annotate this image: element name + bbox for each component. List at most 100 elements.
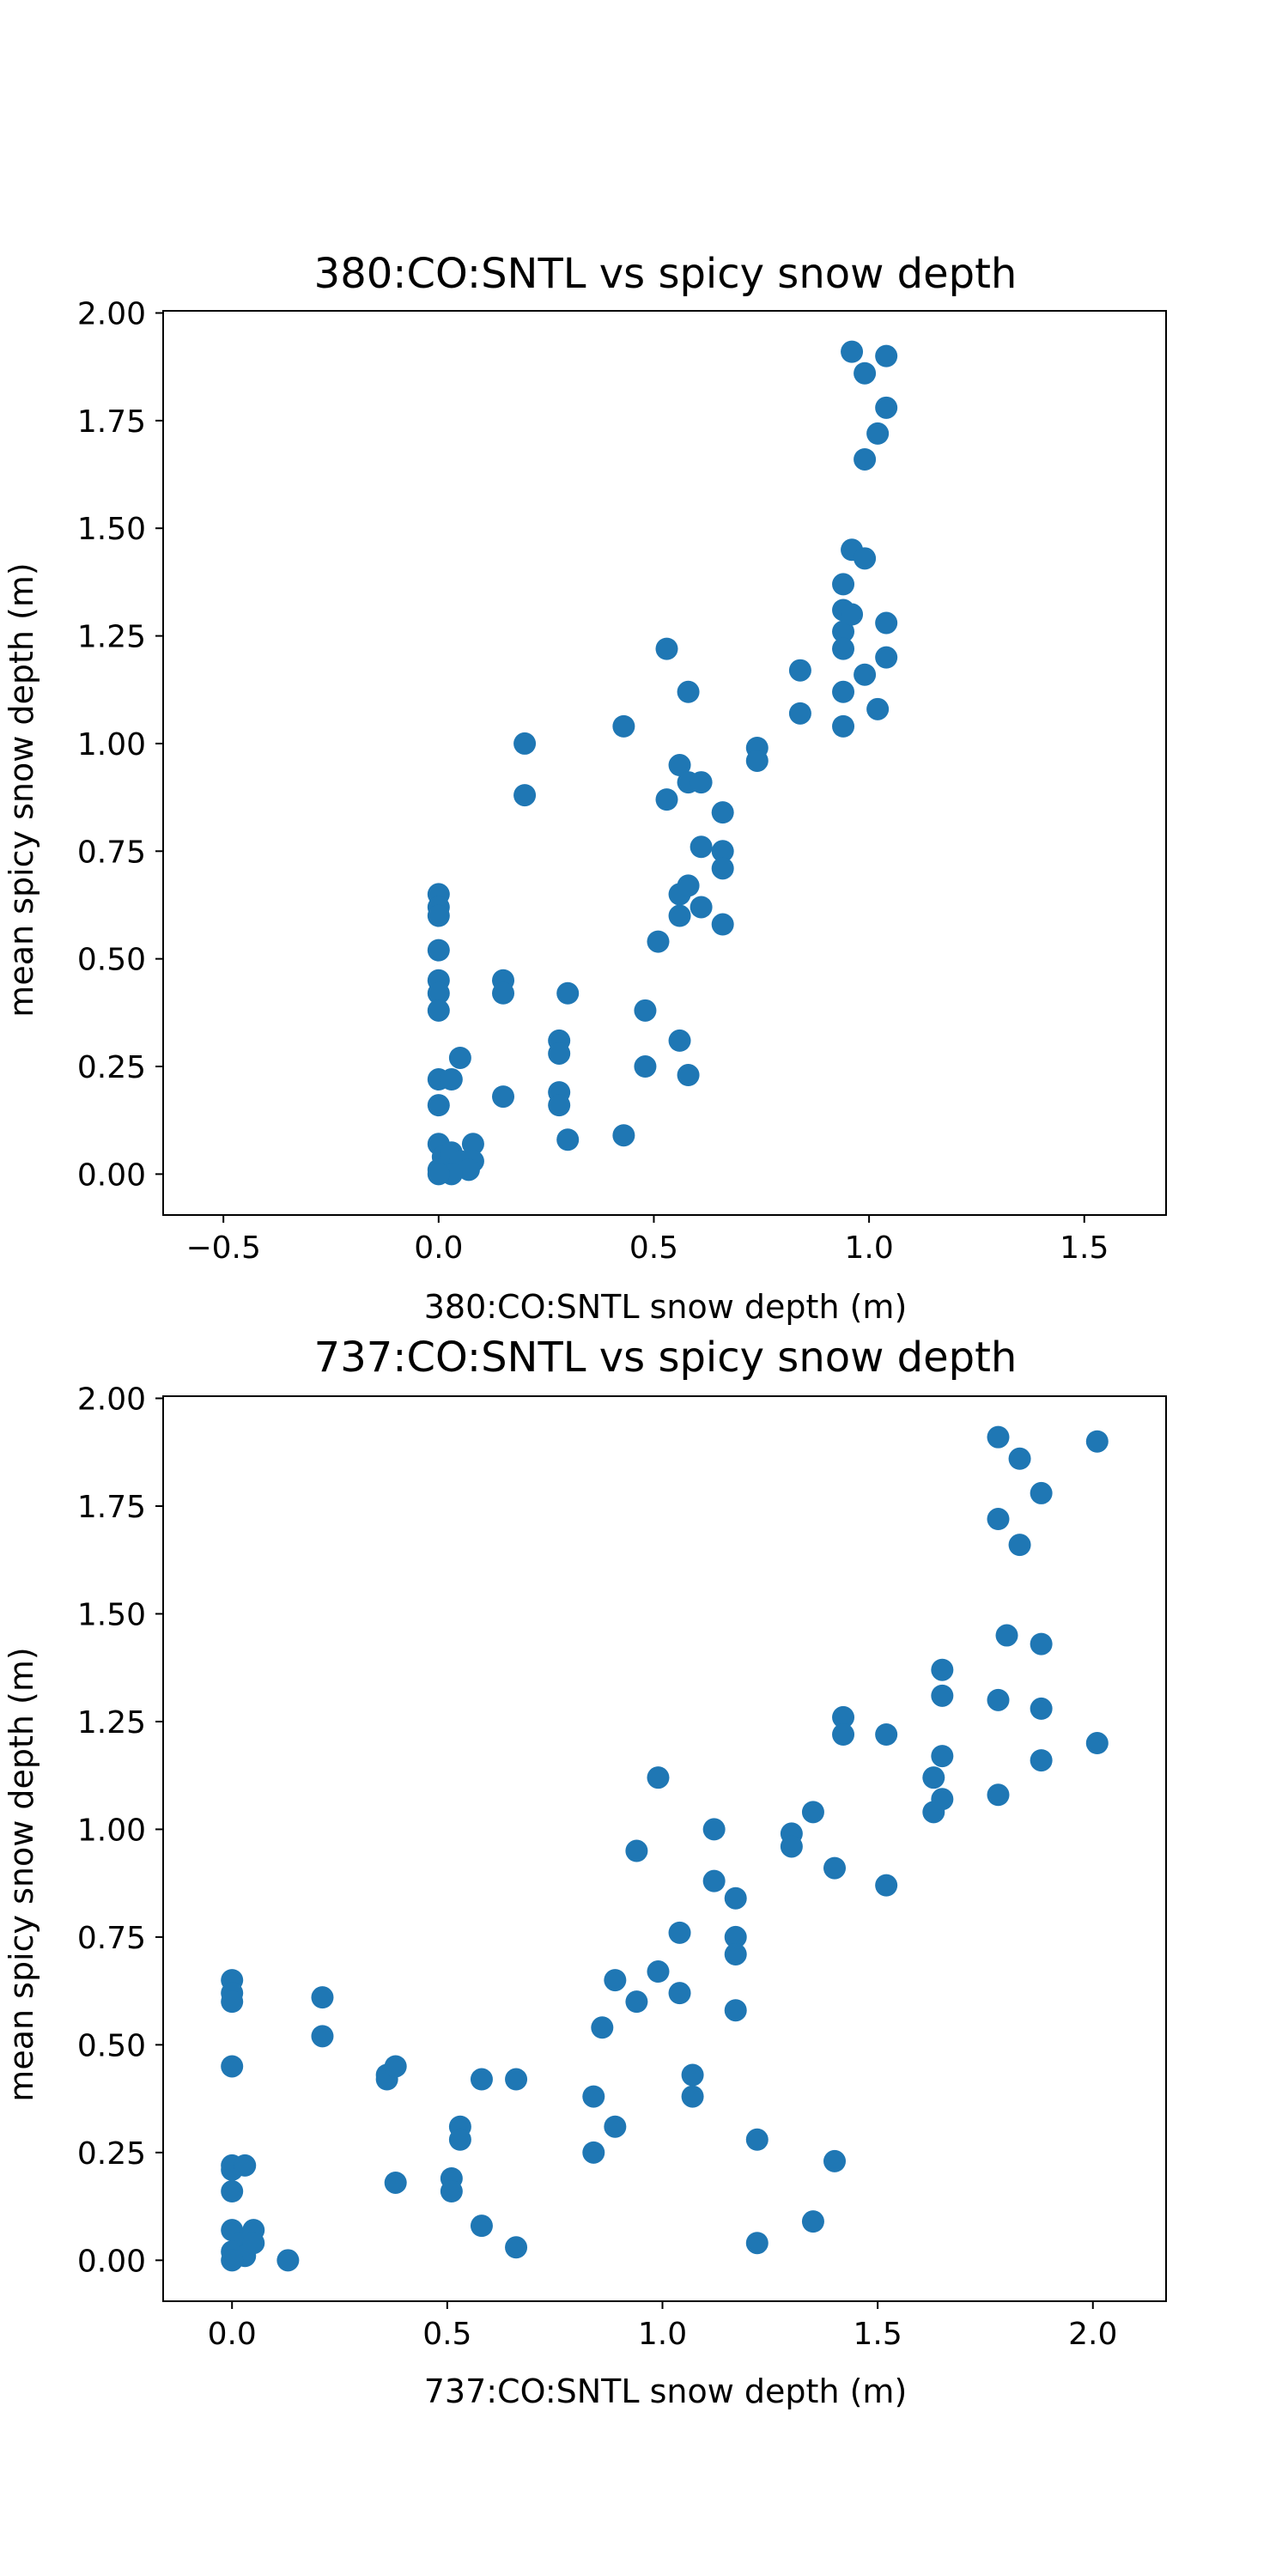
- data-point: [440, 2180, 463, 2203]
- data-point: [427, 939, 450, 962]
- data-point: [242, 2232, 265, 2255]
- data-point: [1008, 1534, 1031, 1557]
- data-point: [711, 840, 734, 863]
- data-point: [745, 749, 769, 772]
- data-point: [492, 981, 515, 1005]
- y-tick-label: 1.00: [77, 1813, 146, 1848]
- data-point: [677, 874, 700, 897]
- data-point: [591, 2016, 614, 2039]
- data-point: [922, 1766, 945, 1789]
- data-point: [668, 904, 691, 927]
- data-point: [841, 603, 864, 626]
- data-point: [548, 1094, 571, 1117]
- y-tick-label: 0.25: [77, 1050, 146, 1085]
- data-point: [647, 1766, 670, 1789]
- data-point: [448, 2128, 471, 2151]
- y-tick-label: 1.25: [77, 620, 146, 655]
- y-tick-label: 0.50: [77, 2028, 146, 2063]
- data-point: [548, 1042, 571, 1065]
- data-point: [711, 857, 734, 880]
- data-point: [582, 2085, 605, 2108]
- data-point: [931, 1658, 954, 1681]
- x-tick-label: 0.5: [629, 1230, 678, 1266]
- data-point: [724, 1999, 747, 2022]
- data-point: [612, 714, 635, 738]
- data-point: [711, 913, 734, 936]
- x-tick-label: 1.5: [1060, 1230, 1109, 1266]
- data-point: [875, 1874, 898, 1897]
- x-tick-label: 0.0: [208, 2317, 257, 2352]
- data-point: [823, 2149, 847, 2172]
- data-points: [221, 1425, 1109, 2272]
- data-point: [647, 1960, 670, 1984]
- x-tick-label: 0.5: [422, 2317, 471, 2352]
- data-point: [604, 1969, 627, 1992]
- chart-title: 737:CO:SNTL vs spicy snow depth: [314, 1334, 1018, 1382]
- plot-frame: [162, 310, 1167, 1216]
- data-point: [854, 547, 877, 570]
- y-axis-label: mean spicy snow depth (m): [3, 1647, 40, 2101]
- data-point: [668, 1921, 691, 1944]
- data-point: [556, 981, 580, 1005]
- data-point: [875, 646, 898, 669]
- data-point: [995, 1624, 1018, 1647]
- x-tick-label: 1.5: [854, 2317, 902, 2352]
- data-point: [1030, 1481, 1053, 1504]
- data-point: [681, 2085, 704, 2108]
- data-point: [647, 930, 670, 953]
- x-tick-label: 1.0: [638, 2317, 687, 2352]
- chart-title: 380:CO:SNTL vs spicy snow depth: [314, 250, 1018, 298]
- data-point: [745, 2232, 769, 2255]
- data-point: [823, 1856, 847, 1880]
- data-point: [745, 2128, 769, 2151]
- y-tick-label: 0.25: [77, 2136, 146, 2172]
- data-point: [931, 1745, 954, 1768]
- data-point: [724, 1886, 747, 1910]
- y-axis-label: mean spicy snow depth (m): [3, 562, 40, 1017]
- data-point: [832, 573, 855, 596]
- x-axis-label: 737:CO:SNTL snow depth (m): [424, 2372, 908, 2410]
- data-point: [866, 697, 890, 720]
- x-tick-label: 1.0: [844, 1230, 893, 1266]
- data-point: [513, 784, 537, 807]
- data-point: [221, 2180, 244, 2203]
- data-point: [470, 2068, 493, 2091]
- y-tick-label: 0.75: [77, 835, 146, 870]
- y-tick-label: 1.25: [77, 1705, 146, 1741]
- data-point: [702, 1869, 726, 1893]
- data-point: [854, 663, 877, 686]
- data-point: [513, 732, 537, 755]
- scatter-panel-380: 380:CO:SNTL vs spicy snow depth 380:CO:S…: [3, 250, 1167, 1326]
- data-point: [427, 999, 450, 1022]
- data-point: [832, 714, 855, 738]
- data-point: [724, 1925, 747, 1948]
- data-point: [448, 1046, 471, 1069]
- data-point: [505, 2236, 528, 2259]
- data-point: [681, 2063, 704, 2087]
- data-point: [690, 835, 713, 859]
- data-point: [832, 620, 855, 643]
- data-point: [440, 1068, 463, 1091]
- data-point: [556, 1128, 580, 1151]
- x-axis-label: 380:CO:SNTL snow depth (m): [424, 1288, 908, 1326]
- data-point: [311, 1986, 334, 2009]
- data-point: [234, 2154, 257, 2177]
- data-point: [457, 1158, 480, 1182]
- data-point: [1030, 1632, 1053, 1656]
- data-point: [1085, 1430, 1109, 1453]
- data-point: [832, 1722, 855, 1746]
- data-point: [668, 1029, 691, 1052]
- data-point: [931, 1788, 954, 1811]
- y-tick-label: 1.75: [77, 1490, 146, 1525]
- y-tick-label: 1.50: [77, 1597, 146, 1632]
- data-point: [875, 611, 898, 635]
- data-point: [866, 422, 890, 445]
- y-tick-label: 1.00: [77, 727, 146, 762]
- data-points: [427, 340, 898, 1186]
- data-point: [832, 1705, 855, 1728]
- data-point: [276, 2249, 300, 2272]
- y-tick-label: 0.50: [77, 943, 146, 978]
- y-tick-label: 1.50: [77, 512, 146, 547]
- data-point: [702, 1818, 726, 1841]
